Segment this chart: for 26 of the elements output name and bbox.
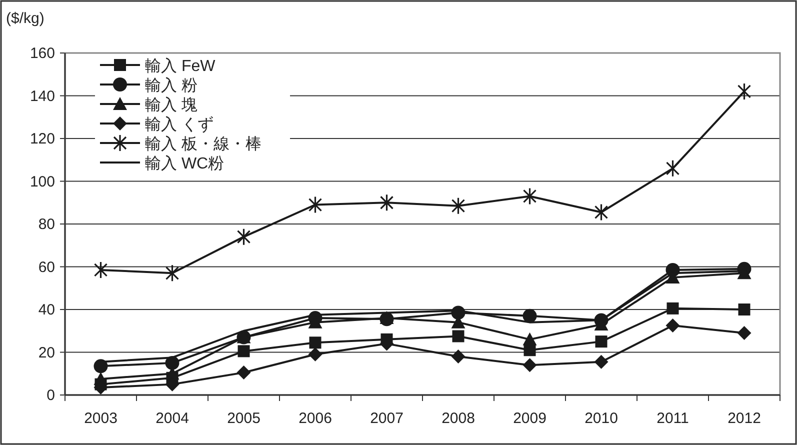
y-tick-label: 100 xyxy=(30,173,55,190)
legend-label: 輸入 塊 xyxy=(145,96,198,114)
x-tick-label: 2004 xyxy=(156,410,189,427)
y-axis-title: ($/kg) xyxy=(6,10,44,27)
y-tick-label: 120 xyxy=(30,130,55,148)
y-tick-label: 60 xyxy=(38,258,55,276)
legend-label: 輸入 粉 xyxy=(145,76,198,94)
y-tick-label: 140 xyxy=(30,88,55,105)
x-tick-label: 2011 xyxy=(656,410,689,427)
x-tick-label: 2009 xyxy=(513,410,546,427)
legend-label: 輸入 WC粉 xyxy=(145,154,224,172)
y-tick-label: 80 xyxy=(38,216,55,233)
legend-label: 輸入 くず xyxy=(145,116,214,134)
x-tick-label: 2003 xyxy=(84,410,118,427)
legend-label: 輸入 FeW xyxy=(145,57,216,75)
x-tick-label: 2008 xyxy=(442,410,475,427)
y-tick-label: 160 xyxy=(30,45,55,62)
y-tick-label: 20 xyxy=(38,344,55,362)
x-tick-label: 2012 xyxy=(728,410,761,427)
legend-label: 輸入 板・線・棒 xyxy=(145,135,262,153)
x-tick-label: 2007 xyxy=(370,410,404,427)
x-tick-label: 2005 xyxy=(227,410,260,427)
x-tick-label: 2010 xyxy=(584,410,618,427)
x-tick-label: 2006 xyxy=(298,410,332,427)
y-tick-label: 40 xyxy=(38,302,55,318)
y-tick-label: 0 xyxy=(46,387,55,404)
